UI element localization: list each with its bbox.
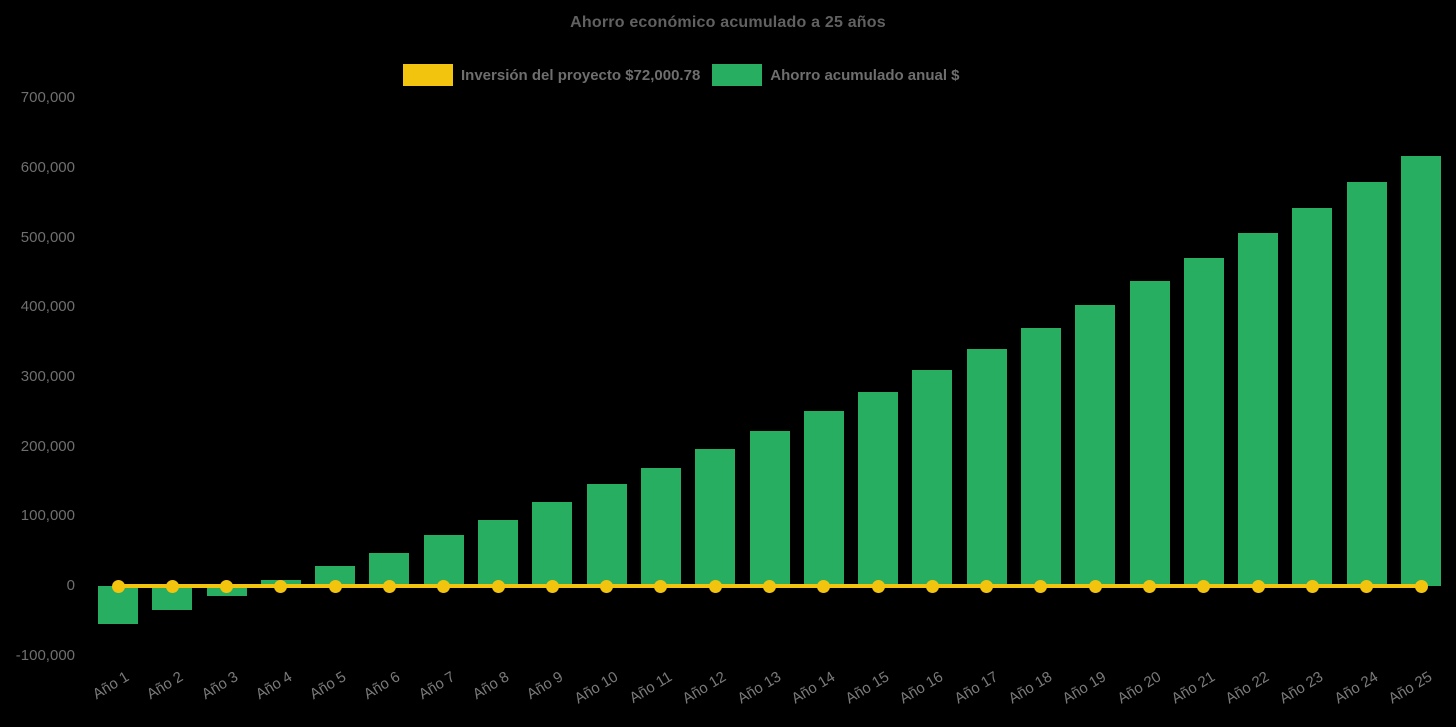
investment-line-marker [111, 579, 125, 593]
investment-line-marker [437, 579, 451, 593]
bar [803, 411, 844, 586]
bar [478, 519, 519, 586]
investment-line-marker [871, 579, 885, 593]
investment-line-marker [1088, 579, 1102, 593]
bar [532, 502, 573, 586]
investment-line-marker [382, 579, 396, 593]
investment-line-marker [328, 579, 342, 593]
y-axis-label: -100,000 [15, 646, 75, 664]
y-axis-label: 300,000 [20, 367, 75, 385]
bar [1401, 155, 1441, 586]
investment-line-marker [1197, 579, 1211, 593]
y-axis-label: 600,000 [20, 158, 75, 176]
bar [1129, 281, 1170, 586]
investment-line-marker [925, 579, 939, 593]
bar [1020, 328, 1061, 586]
investment-line-marker [1034, 579, 1048, 593]
chart-title: Ahorro económico acumulado a 25 años [570, 14, 886, 31]
investment-line-marker [545, 579, 559, 593]
bar [749, 430, 790, 586]
bar [1075, 305, 1116, 586]
bar [695, 449, 736, 586]
bar [640, 467, 681, 586]
investment-line-marker [274, 579, 288, 593]
y-axis-label: 500,000 [20, 228, 75, 246]
investment-line-marker [763, 579, 776, 593]
investment-line-marker [1360, 579, 1374, 593]
y-axis-label: 200,000 [20, 437, 75, 455]
chart-legend: Inversión del proyecto $72,000.78 Ahorro… [403, 63, 960, 87]
investment-line-marker [1414, 579, 1428, 593]
legend-item-savings[interactable]: Ahorro acumulado anual $ [712, 64, 960, 86]
bar [423, 535, 464, 586]
y-axis-label: 0 [66, 577, 75, 594]
bar [1183, 258, 1224, 586]
y-axis-label: 100,000 [20, 507, 75, 525]
y-axis-label: 700,000 [20, 89, 75, 107]
bar [586, 484, 627, 586]
legend-item-investment[interactable]: Inversión del proyecto $72,000.78 [403, 64, 700, 86]
bar [315, 566, 356, 586]
bar [1292, 208, 1333, 586]
legend-swatch-savings [712, 64, 763, 86]
investment-line-marker [165, 579, 179, 593]
bar [152, 586, 193, 610]
bar [1238, 233, 1279, 586]
investment-line-marker [600, 579, 614, 593]
investment-line-marker [1143, 579, 1157, 593]
investment-line-marker [708, 579, 722, 593]
bar [858, 392, 899, 586]
y-axis-label: 400,000 [20, 298, 75, 316]
bar [1346, 182, 1387, 586]
bar [912, 369, 953, 586]
investment-line-marker [1305, 579, 1319, 593]
legend-label-savings: Ahorro acumulado anual $ [770, 66, 960, 84]
investment-line-marker [817, 579, 831, 593]
bar [966, 349, 1007, 586]
investment-line-marker [654, 579, 668, 593]
investment-line-marker [1251, 579, 1265, 593]
investment-line-marker [220, 579, 234, 593]
legend-label-investment: Inversión del proyecto $72,000.78 [461, 66, 701, 84]
legend-swatch-investment [403, 64, 453, 86]
investment-line-marker [491, 579, 505, 593]
investment-line-marker [980, 579, 994, 593]
